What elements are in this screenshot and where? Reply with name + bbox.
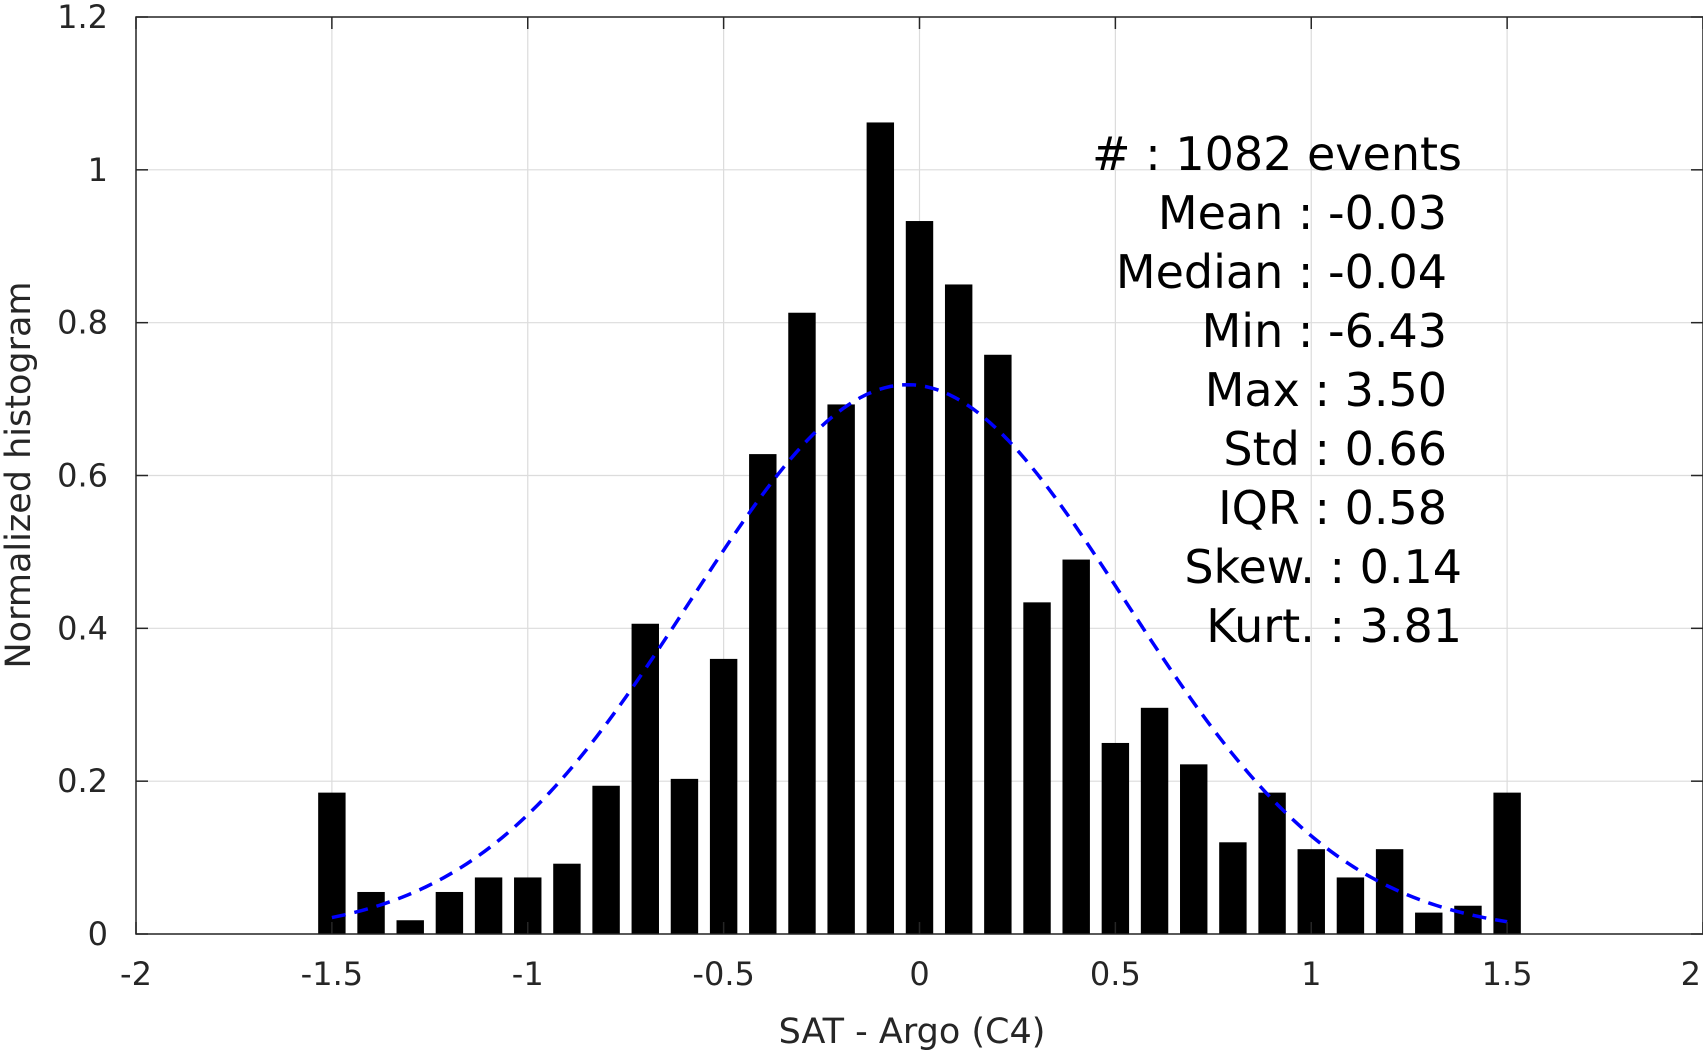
histogram-bar	[827, 404, 855, 934]
axis-ticks	[135, 16, 1703, 935]
x-tick-label: 1.5	[1482, 955, 1533, 993]
stat-line: Kurt. : 3.81	[1206, 599, 1462, 653]
histogram-bar	[318, 792, 346, 934]
y-tick-label: 0.6	[57, 457, 108, 495]
y-tick-label: 0.8	[57, 304, 108, 342]
histogram-bar	[866, 122, 895, 934]
stat-line: Min : -6.43	[1202, 304, 1447, 358]
stat-line: Mean : -0.03	[1158, 186, 1447, 240]
y-axis-title: Normalized histogram	[0, 281, 39, 668]
histogram-bar	[357, 891, 385, 934]
histogram-bar	[631, 623, 659, 934]
histogram-bar	[749, 454, 777, 934]
normal-fit-curve	[331, 382, 1508, 924]
stat-line: Skew. : 0.14	[1184, 540, 1462, 594]
histogram-bar	[396, 920, 424, 934]
x-tick-label: -2	[120, 955, 152, 993]
stat-line: IQR : 0.58	[1218, 481, 1447, 535]
x-tick-label: 2	[1681, 955, 1701, 993]
x-tick-label: -1	[512, 955, 544, 993]
histogram-bar	[1140, 707, 1169, 934]
histogram-bar	[788, 312, 816, 934]
y-tick-label: 1.2	[57, 0, 108, 36]
stat-line: # : 1082 events	[1092, 127, 1462, 181]
histogram-bars	[318, 122, 1521, 935]
histogram-bar	[905, 221, 934, 935]
stat-line: Std : 0.66	[1223, 422, 1447, 476]
x-axis-title: SAT - Argo (C4)	[779, 1012, 1046, 1052]
histogram-bar	[1219, 842, 1247, 934]
histogram-bar	[474, 877, 503, 934]
histogram-bar	[984, 354, 1012, 934]
histogram-bar	[1258, 792, 1286, 934]
tick-labels: -2 -1.5 -1 -0.5 0 0.5 1 1.5 2 0 0.2 0.4 0.6 0.8 1 1.2	[57, 0, 1701, 993]
y-tick-label: 0	[88, 915, 108, 953]
histogram-bar	[709, 658, 738, 934]
histogram-bar	[1493, 792, 1521, 934]
x-tick-label: -1.5	[301, 955, 363, 993]
histogram-bar	[1101, 742, 1130, 934]
x-tick-label: 0.5	[1090, 955, 1141, 993]
histogram-bar	[944, 284, 973, 934]
x-tick-label: 1	[1301, 955, 1321, 993]
histogram-bar	[1336, 877, 1365, 934]
histogram-bar	[1375, 849, 1404, 934]
y-tick-label: 0.4	[57, 609, 108, 647]
histogram-bar	[553, 863, 581, 934]
stat-line: Median : -0.04	[1116, 245, 1447, 299]
histogram-bar	[435, 891, 464, 934]
histogram-bar	[1023, 602, 1051, 934]
histogram-bar	[1415, 912, 1443, 934]
x-tick-label: -0.5	[692, 955, 754, 993]
y-tick-label: 0.2	[57, 762, 108, 800]
histogram-bar	[1297, 849, 1325, 934]
y-tick-label: 1	[88, 151, 108, 189]
stat-line: Max : 3.50	[1205, 363, 1447, 417]
histogram-bar	[670, 778, 699, 934]
histogram-bar	[1180, 764, 1208, 934]
x-tick-label: 0	[909, 955, 929, 993]
histogram-bar	[592, 785, 620, 934]
histogram-bar	[1062, 559, 1090, 934]
